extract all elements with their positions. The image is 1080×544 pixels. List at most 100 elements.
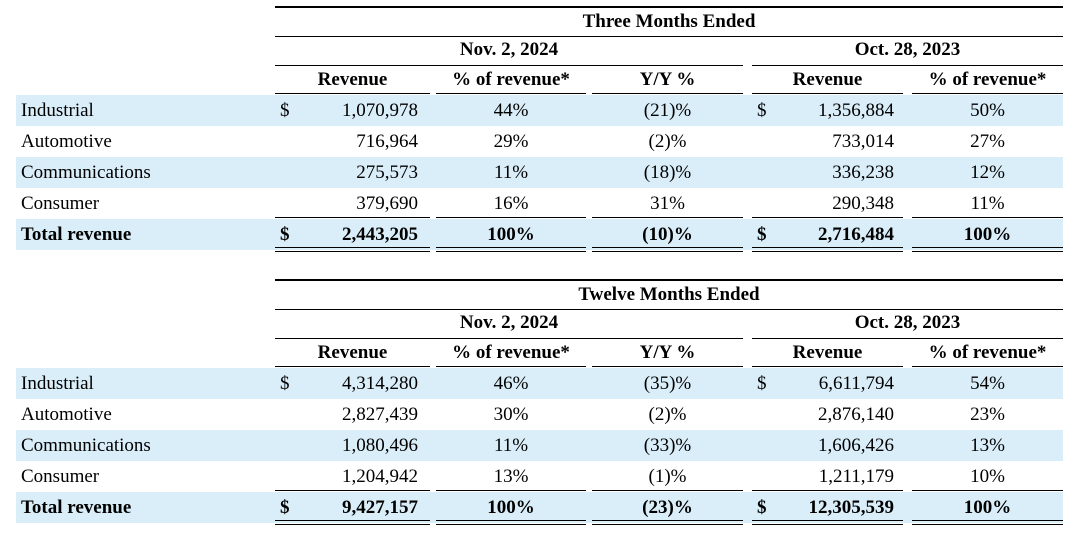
col-group-current: Nov. 2, 2024 xyxy=(459,312,559,333)
col-header-pct-revenue-prior: % of revenue* xyxy=(928,69,1047,90)
col-header-pct-revenue-prior: % of revenue* xyxy=(928,342,1047,363)
period-rule xyxy=(275,36,1063,37)
table-row: Communications 275,573 11% (18)% 336,238… xyxy=(16,157,1063,188)
revenue-prior: 733,014 xyxy=(832,131,894,152)
subtotal-rule xyxy=(752,490,903,491)
col-header-yy: Y/Y % xyxy=(639,69,696,90)
pct-revenue-current: 29% xyxy=(493,131,529,152)
revenue-prior: 1,606,426 xyxy=(818,435,894,456)
revenue-current: 1,080,496 xyxy=(342,435,418,456)
period-title: Three Months Ended xyxy=(582,11,756,32)
col-header-rule xyxy=(912,366,1063,367)
yy-change: (23)% xyxy=(642,497,693,518)
revenue-prior: 12,305,539 xyxy=(808,497,895,518)
currency-symbol: $ xyxy=(280,373,290,394)
pct-revenue-current: 13% xyxy=(493,466,529,487)
total-double-rule xyxy=(752,247,903,252)
yy-change: (33)% xyxy=(643,435,692,456)
yy-change: (18)% xyxy=(643,162,692,183)
revenue-prior: 290,348 xyxy=(832,193,894,214)
col-header-rule xyxy=(275,93,430,94)
revenue-current: 4,314,280 xyxy=(342,373,418,394)
pct-revenue-current: 46% xyxy=(493,373,529,394)
revenue-current: 379,690 xyxy=(356,193,418,214)
row-label: Consumer xyxy=(21,466,100,487)
total-double-rule xyxy=(752,520,903,525)
currency-symbol: $ xyxy=(757,224,767,245)
pct-revenue-prior: 11% xyxy=(970,193,1005,214)
subtotal-rule xyxy=(275,217,430,218)
yy-change: (1)% xyxy=(648,466,687,487)
yy-change: (2)% xyxy=(648,131,687,152)
col-header-revenue-prior: Revenue xyxy=(792,342,863,363)
col-header-yy: Y/Y % xyxy=(639,342,696,363)
period-rule xyxy=(275,309,1063,310)
total-double-rule xyxy=(275,247,430,252)
row-label: Communications xyxy=(21,435,151,456)
currency-symbol: $ xyxy=(757,100,767,121)
row-label: Industrial xyxy=(21,100,94,121)
col-header-rule xyxy=(436,366,586,367)
currency-symbol: $ xyxy=(280,224,290,245)
total-row: Total revenue $ 2,443,205 100% (10)% $ 2… xyxy=(16,219,1063,250)
table-row: Industrial $ 1,070,978 44% (21)% $ 1,356… xyxy=(16,95,1063,126)
total-double-rule xyxy=(592,247,743,252)
pct-revenue-current: 30% xyxy=(493,404,529,425)
pct-revenue-current: 44% xyxy=(493,100,529,121)
pct-revenue-prior: 100% xyxy=(963,497,1012,518)
total-double-rule xyxy=(436,247,586,252)
total-row: Total revenue $ 9,427,157 100% (23)% $ 1… xyxy=(16,492,1063,523)
revenue-current: 275,573 xyxy=(356,162,418,183)
pct-revenue-prior: 54% xyxy=(970,373,1005,394)
yy-change: 31% xyxy=(650,193,685,214)
total-double-rule xyxy=(912,520,1063,525)
col-header-revenue: Revenue xyxy=(317,342,388,363)
col-header-pct-revenue: % of revenue* xyxy=(452,342,570,363)
pct-revenue-prior: 13% xyxy=(970,435,1005,456)
revenue-current: 716,964 xyxy=(356,131,418,152)
yy-change: (10)% xyxy=(642,224,693,245)
total-double-rule xyxy=(592,520,743,525)
table-row: Communications 1,080,496 11% (33)% 1,606… xyxy=(16,430,1063,461)
col-group-prior: Oct. 28, 2023 xyxy=(854,312,961,333)
col-header-revenue: Revenue xyxy=(317,69,388,90)
revenue-current: 1,070,978 xyxy=(342,100,418,121)
col-group-current: Nov. 2, 2024 xyxy=(459,39,559,60)
col-group-current-rule xyxy=(275,65,743,66)
subtotal-rule xyxy=(592,490,743,491)
col-header-revenue-prior: Revenue xyxy=(792,69,863,90)
subtotal-rule xyxy=(436,217,586,218)
col-group-current-rule xyxy=(275,338,743,339)
revenue-current: 2,827,439 xyxy=(342,404,418,425)
col-header-rule xyxy=(275,366,430,367)
pct-revenue-current: 11% xyxy=(493,435,529,456)
col-group-prior-rule xyxy=(752,338,1063,339)
pct-revenue-current: 100% xyxy=(487,497,535,518)
table-row: Consumer 1,204,942 13% (1)% 1,211,179 10… xyxy=(16,461,1063,492)
table-top-rule xyxy=(275,6,1063,8)
revenue-prior: 2,716,484 xyxy=(818,224,894,245)
currency-symbol: $ xyxy=(280,100,290,121)
row-label: Automotive xyxy=(21,131,112,152)
currency-symbol: $ xyxy=(280,497,290,518)
total-double-rule xyxy=(436,520,586,525)
pct-revenue-prior: 23% xyxy=(970,404,1005,425)
col-header-rule xyxy=(436,93,586,94)
revenue-current: 2,443,205 xyxy=(342,224,418,245)
col-header-pct-revenue: % of revenue* xyxy=(452,69,570,90)
total-double-rule xyxy=(912,247,1063,252)
revenue-prior: 336,238 xyxy=(832,162,894,183)
pct-revenue-current: 11% xyxy=(493,162,529,183)
revenue-prior: 6,611,794 xyxy=(818,373,894,394)
col-header-rule xyxy=(752,366,903,367)
pct-revenue-prior: 100% xyxy=(963,224,1012,245)
row-label: Communications xyxy=(21,162,151,183)
table-row: Industrial $ 4,314,280 46% (35)% $ 6,611… xyxy=(16,368,1063,399)
revenue-prior: 2,876,140 xyxy=(818,404,894,425)
revenue-prior: 1,356,884 xyxy=(818,100,894,121)
table-row: Automotive 2,827,439 30% (2)% 2,876,140 … xyxy=(16,399,1063,430)
revenue-prior: 1,211,179 xyxy=(818,466,894,487)
col-header-rule xyxy=(752,93,903,94)
currency-symbol: $ xyxy=(757,497,767,518)
row-label: Industrial xyxy=(21,373,94,394)
